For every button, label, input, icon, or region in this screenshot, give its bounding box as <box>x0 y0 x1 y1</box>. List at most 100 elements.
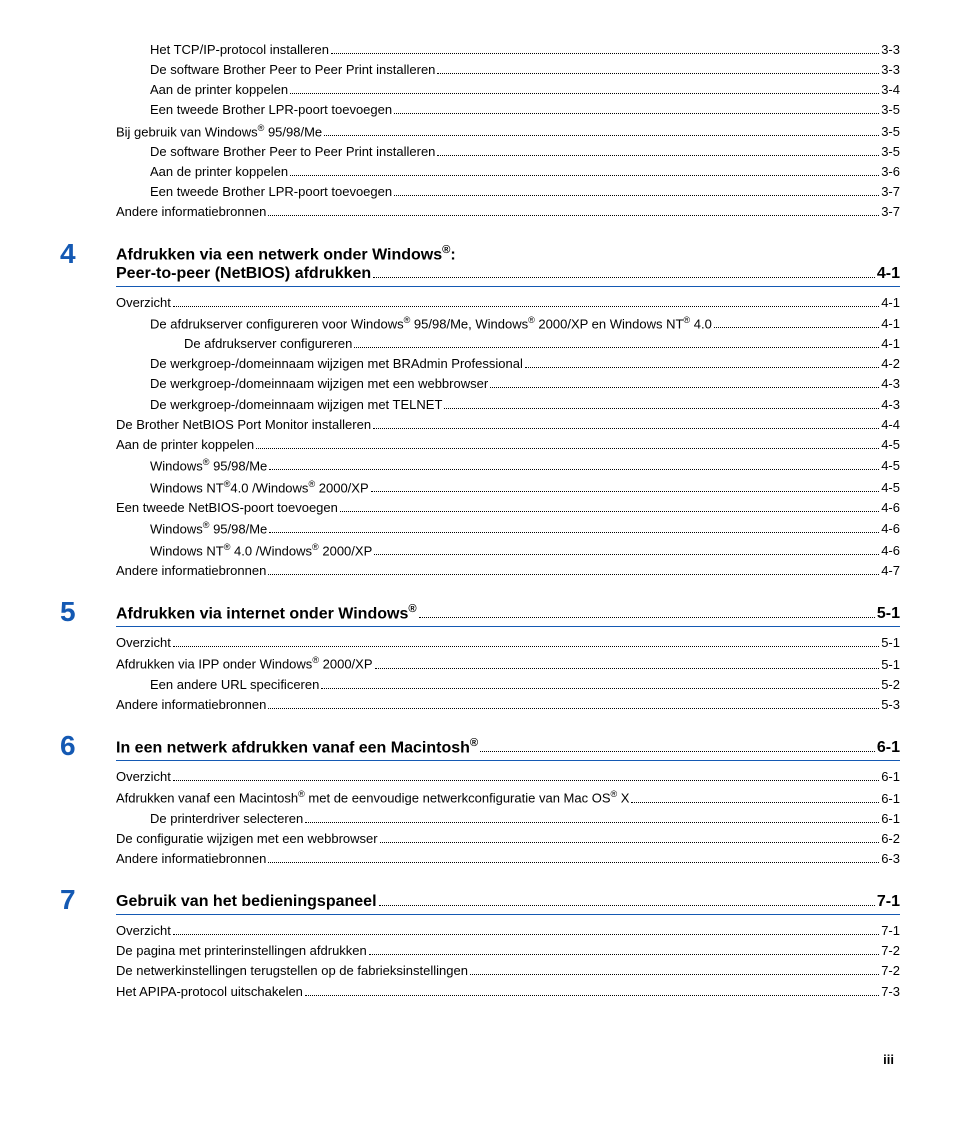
orphan-entry: Bij gebruik van Windows® 95/98/Me 3-5 <box>60 121 900 142</box>
leader-dots <box>173 780 879 781</box>
chapter-entry: Overzicht 5-1 <box>60 633 900 653</box>
toc-entry-label: Windows NT®4.0 /Windows® 2000/XP <box>150 477 369 498</box>
toc-entry-page: 3-3 <box>881 40 900 60</box>
leader-dots <box>380 842 880 843</box>
toc-entry-page: 4-4 <box>881 415 900 435</box>
leader-dots <box>470 974 879 975</box>
toc-entry-page: 4-3 <box>881 395 900 415</box>
chapter-entry: Andere informatiebronnen 5-3 <box>60 695 900 715</box>
leader-dots <box>373 277 875 278</box>
orphan-entry: Een tweede Brother LPR-poort toevoegen 3… <box>60 100 900 120</box>
orphan-entry: Een tweede Brother LPR-poort toevoegen 3… <box>60 182 900 202</box>
chapter-divider <box>116 914 900 915</box>
chapter-heading: 5Afdrukken via internet onder Windows®5-… <box>60 595 900 623</box>
leader-dots <box>268 215 879 216</box>
chapter-divider <box>116 760 900 761</box>
chapter-entry: De pagina met printerinstellingen afdruk… <box>60 941 900 961</box>
chapter-block: 6In een netwerk afdrukken vanaf een Maci… <box>60 729 900 869</box>
toc-entry-label: Windows® 95/98/Me <box>150 455 267 476</box>
chapter-title-text: Afdrukken via internet onder Windows® <box>116 603 417 623</box>
toc-entry-page: 3-4 <box>881 80 900 100</box>
toc-entry-label: De afdrukserver configureren voor Window… <box>150 313 712 334</box>
leader-dots <box>371 491 880 492</box>
toc-entry-label: Overzicht <box>116 293 171 313</box>
chapter-title-wrap: Gebruik van het bedieningspaneel 7-1 <box>116 893 900 911</box>
toc-entry-label: Bij gebruik van Windows® 95/98/Me <box>116 121 322 142</box>
leader-dots <box>269 469 879 470</box>
toc-entry-label: De configuratie wijzigen met een webbrow… <box>116 829 378 849</box>
toc-entry-page: 3-7 <box>881 202 900 222</box>
chapter-heading: 6In een netwerk afdrukken vanaf een Maci… <box>60 729 900 757</box>
chapter-heading: 7Gebruik van het bedieningspaneel 7-1 <box>60 883 900 911</box>
toc-entry-label: Een tweede Brother LPR-poort toevoegen <box>150 100 392 120</box>
chapter-entry: Windows NT®4.0 /Windows® 2000/XP 4-5 <box>60 477 900 498</box>
toc-entry-page: 4-5 <box>881 435 900 455</box>
leader-dots <box>631 802 879 803</box>
leader-dots <box>354 347 879 348</box>
toc-entry-page: 5-1 <box>881 655 900 675</box>
chapter-entry: Windows® 95/98/Me 4-5 <box>60 455 900 476</box>
toc-entry-page: 4-6 <box>881 541 900 561</box>
page-number-footer: iii <box>60 1052 900 1067</box>
chapter-title-line: Peer-to-peer (NetBIOS) afdrukken4-1 <box>116 265 900 283</box>
chapter-title-page: 6-1 <box>877 739 900 757</box>
leader-dots <box>173 306 879 307</box>
toc-entry-page: 5-3 <box>881 695 900 715</box>
orphan-entry: De software Brother Peer to Peer Print i… <box>60 142 900 162</box>
chapter-entry: De Brother NetBIOS Port Monitor installe… <box>60 415 900 435</box>
leader-dots <box>340 511 879 512</box>
toc-entry-page: 4-6 <box>881 519 900 539</box>
chapter-entry: Overzicht 4-1 <box>60 293 900 313</box>
chapter-block: 4Afdrukken via een netwerk onder Windows… <box>60 237 900 582</box>
toc-entry-label: De Brother NetBIOS Port Monitor installe… <box>116 415 371 435</box>
toc-entry-page: 3-3 <box>881 60 900 80</box>
toc-entry-page: 4-3 <box>881 374 900 394</box>
toc-entry-label: Windows NT® 4.0 /Windows® 2000/XP <box>150 540 372 561</box>
chapter-heading: 4Afdrukken via een netwerk onder Windows… <box>60 237 900 283</box>
leader-dots <box>256 448 879 449</box>
leader-dots <box>290 175 879 176</box>
chapter-title-page: 7-1 <box>877 893 900 911</box>
chapter-title-page: 4-1 <box>877 265 900 283</box>
chapter-block: 5Afdrukken via internet onder Windows®5-… <box>60 595 900 715</box>
leader-dots <box>305 822 879 823</box>
chapter-number: 7 <box>60 886 116 914</box>
leader-dots <box>290 93 879 94</box>
chapter-entry: De printerdriver selecteren 6-1 <box>60 809 900 829</box>
leader-dots <box>444 408 879 409</box>
toc-entry-label: De afdrukserver configureren <box>184 334 352 354</box>
toc-entry-label: De pagina met printerinstellingen afdruk… <box>116 941 367 961</box>
chapter-entry: Afdrukken vanaf een Macintosh® met de ee… <box>60 787 900 808</box>
chapter-divider <box>116 286 900 287</box>
chapter-title-text: Afdrukken via een netwerk onder Windows®… <box>116 244 456 264</box>
toc-entry-label: De netwerkinstellingen terugstellen op d… <box>116 961 468 981</box>
toc-entry-label: De werkgroep-/domeinnaam wijzigen met TE… <box>150 395 442 415</box>
leader-dots <box>173 934 879 935</box>
chapter-entry: Windows NT® 4.0 /Windows® 2000/XP 4-6 <box>60 540 900 561</box>
toc-entry-page: 3-6 <box>881 162 900 182</box>
toc-entry-label: Andere informatiebronnen <box>116 202 266 222</box>
chapter-entry: De werkgroep-/domeinnaam wijzigen met ee… <box>60 374 900 394</box>
chapter-title-text: Gebruik van het bedieningspaneel <box>116 893 377 911</box>
toc-entry-page: 4-5 <box>881 478 900 498</box>
leader-dots <box>331 53 879 54</box>
toc-entry-label: Overzicht <box>116 633 171 653</box>
leader-dots <box>374 554 879 555</box>
chapter-entry: Windows® 95/98/Me 4-6 <box>60 518 900 539</box>
leader-dots <box>379 905 875 906</box>
chapter-entry: De netwerkinstellingen terugstellen op d… <box>60 961 900 981</box>
leader-dots <box>173 646 879 647</box>
chapter-title-page: 5-1 <box>877 605 900 623</box>
leader-dots <box>490 387 879 388</box>
toc-entry-label: Aan de printer koppelen <box>150 80 288 100</box>
toc-entry-label: Afdrukken via IPP onder Windows® 2000/XP <box>116 653 373 674</box>
toc-entry-page: 6-2 <box>881 829 900 849</box>
chapter-entry: Andere informatiebronnen 4-7 <box>60 561 900 581</box>
orphan-entry: Het TCP/IP-protocol installeren 3-3 <box>60 40 900 60</box>
leader-dots <box>394 113 879 114</box>
leader-dots <box>714 327 879 328</box>
chapter-number: 6 <box>60 732 116 760</box>
chapter-entry: Overzicht 6-1 <box>60 767 900 787</box>
toc-entry-label: Overzicht <box>116 921 171 941</box>
chapter-title-line: In een netwerk afdrukken vanaf een Macin… <box>116 737 900 757</box>
